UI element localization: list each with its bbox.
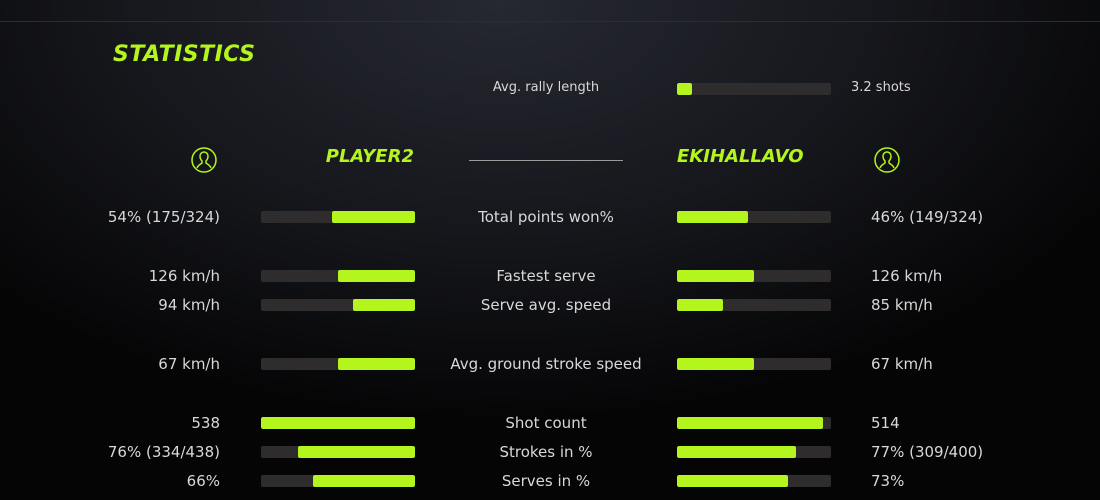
stat-right-bar-fill bbox=[677, 270, 754, 282]
stat-right-value: 67 km/h bbox=[871, 355, 933, 373]
stat-right-value: 73% bbox=[871, 472, 905, 490]
stat-label: Strokes in % bbox=[499, 443, 593, 461]
stat-left-value: 126 km/h bbox=[148, 267, 220, 285]
stat-label: Serves in % bbox=[501, 472, 591, 490]
rally-label: Avg. rally length bbox=[492, 80, 600, 95]
stat-row: 538 Shot count 514 bbox=[0, 414, 1100, 434]
stat-row: 94 km/h Serve avg. speed 85 km/h bbox=[0, 296, 1100, 316]
stat-left-bar bbox=[261, 299, 415, 311]
stat-right-value: 85 km/h bbox=[871, 296, 933, 314]
stat-left-bar-fill bbox=[261, 417, 415, 429]
stat-left-value: 67 km/h bbox=[158, 355, 220, 373]
rally-value: 3.2 shots bbox=[851, 80, 911, 95]
stat-row: 54% (175/324) Total points won% 46% (149… bbox=[0, 208, 1100, 228]
stat-right-value: 126 km/h bbox=[871, 267, 943, 285]
user-circle-icon bbox=[874, 147, 900, 173]
stat-left-bar bbox=[261, 211, 415, 223]
stat-row: 76% (334/438) Strokes in % 77% (309/400) bbox=[0, 443, 1100, 463]
stat-left-bar bbox=[261, 475, 415, 487]
stat-right-bar bbox=[677, 270, 831, 282]
stat-left-value: 94 km/h bbox=[158, 296, 220, 314]
stat-right-value: 46% (149/324) bbox=[871, 208, 984, 226]
stat-right-bar-fill bbox=[677, 446, 796, 458]
top-divider bbox=[0, 21, 1100, 22]
stat-right-bar-fill bbox=[677, 358, 754, 370]
stat-right-bar bbox=[677, 299, 831, 311]
stat-left-bar-fill bbox=[313, 475, 415, 487]
stat-left-bar-fill bbox=[338, 270, 415, 282]
player-left-name: PLAYER2 bbox=[325, 146, 414, 167]
rally-bar bbox=[677, 83, 831, 95]
stat-right-bar bbox=[677, 475, 831, 487]
stat-left-value: 66% bbox=[186, 472, 220, 490]
page-title: STATISTICS bbox=[113, 42, 256, 67]
stat-row: 66% Serves in % 73% bbox=[0, 472, 1100, 492]
stat-row: 67 km/h Avg. ground stroke speed 67 km/h bbox=[0, 355, 1100, 375]
stat-left-value: 54% (175/324) bbox=[107, 208, 220, 226]
stat-right-bar-fill bbox=[677, 417, 824, 429]
stat-left-value: 538 bbox=[191, 414, 220, 432]
user-circle-icon bbox=[191, 147, 217, 173]
stat-left-bar bbox=[261, 358, 415, 370]
stat-right-bar-fill bbox=[677, 475, 788, 487]
stat-right-bar bbox=[677, 211, 831, 223]
stat-left-bar-fill bbox=[297, 446, 415, 458]
stat-row: 126 km/h Fastest serve 126 km/h bbox=[0, 267, 1100, 287]
stat-label: Serve avg. speed bbox=[480, 296, 612, 314]
rally-bar-fill bbox=[677, 83, 693, 95]
stat-left-bar bbox=[261, 270, 415, 282]
player-right-name: EKIHALLAVO bbox=[677, 146, 804, 167]
stat-right-bar bbox=[677, 446, 831, 458]
stat-left-bar-fill bbox=[338, 358, 415, 370]
stat-left-bar bbox=[261, 417, 415, 429]
stat-right-value: 514 bbox=[871, 414, 900, 432]
rally-row: Avg. rally length 3.2 shots bbox=[0, 80, 1100, 100]
stat-left-value: 76% (334/438) bbox=[107, 443, 220, 461]
stat-right-bar-fill bbox=[677, 299, 724, 311]
stat-label: Fastest serve bbox=[496, 267, 596, 285]
stat-left-bar-fill bbox=[331, 211, 415, 223]
stat-left-bar-fill bbox=[353, 299, 415, 311]
stat-label: Total points won% bbox=[478, 208, 614, 226]
stat-label: Shot count bbox=[505, 414, 587, 432]
header-divider bbox=[469, 160, 623, 161]
stat-right-value: 77% (309/400) bbox=[871, 443, 984, 461]
stat-right-bar-fill bbox=[677, 211, 748, 223]
stat-right-bar bbox=[677, 358, 831, 370]
stat-left-bar bbox=[261, 446, 415, 458]
stat-label: Avg. ground stroke speed bbox=[450, 355, 642, 373]
stat-right-bar bbox=[677, 417, 831, 429]
